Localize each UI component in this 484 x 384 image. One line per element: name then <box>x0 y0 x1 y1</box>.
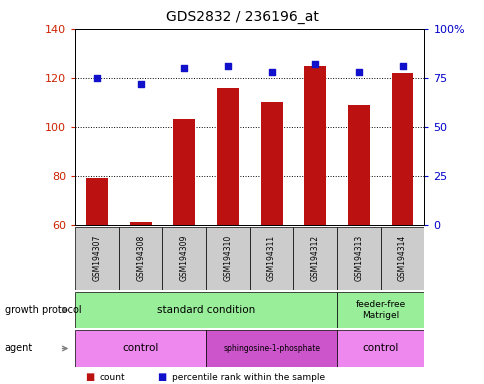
Bar <box>260 102 282 225</box>
Point <box>136 81 144 87</box>
Text: count: count <box>99 373 125 382</box>
Text: ■: ■ <box>157 372 166 382</box>
Point <box>267 69 275 75</box>
Bar <box>336 330 424 367</box>
Bar <box>75 330 206 367</box>
Bar <box>206 330 336 367</box>
Text: GSM194314: GSM194314 <box>397 235 406 281</box>
Bar <box>293 227 336 290</box>
Point <box>311 61 318 67</box>
Text: GSM194310: GSM194310 <box>223 235 232 281</box>
Text: growth protocol: growth protocol <box>5 305 81 315</box>
Bar <box>336 292 424 328</box>
Bar <box>206 227 249 290</box>
Text: GSM194308: GSM194308 <box>136 235 145 281</box>
Text: feeder-free
Matrigel: feeder-free Matrigel <box>355 300 405 320</box>
Bar <box>129 222 151 225</box>
Text: ■: ■ <box>85 372 94 382</box>
Text: GSM194312: GSM194312 <box>310 235 319 281</box>
Point <box>354 69 362 75</box>
Text: standard condition: standard condition <box>157 305 255 315</box>
Bar <box>249 227 293 290</box>
Point <box>398 63 406 69</box>
Text: control: control <box>122 343 158 354</box>
Text: control: control <box>362 343 398 354</box>
Bar <box>162 227 206 290</box>
Bar <box>336 227 380 290</box>
Point <box>93 74 101 81</box>
Bar <box>86 178 107 225</box>
Text: GSM194313: GSM194313 <box>354 235 363 281</box>
Text: GSM194307: GSM194307 <box>92 235 101 281</box>
Bar <box>75 292 336 328</box>
Point <box>180 65 188 71</box>
Point <box>224 63 231 69</box>
Bar <box>173 119 195 225</box>
Bar <box>119 227 162 290</box>
Bar <box>75 227 119 290</box>
Text: GSM194311: GSM194311 <box>267 235 275 281</box>
Text: GDS2832 / 236196_at: GDS2832 / 236196_at <box>166 10 318 23</box>
Bar <box>347 105 369 225</box>
Bar <box>216 88 238 225</box>
Text: sphingosine-1-phosphate: sphingosine-1-phosphate <box>223 344 319 353</box>
Bar <box>380 227 424 290</box>
Text: GSM194309: GSM194309 <box>180 235 188 281</box>
Text: percentile rank within the sample: percentile rank within the sample <box>172 373 325 382</box>
Bar <box>391 73 412 225</box>
Bar <box>303 66 325 225</box>
Text: agent: agent <box>5 343 33 354</box>
